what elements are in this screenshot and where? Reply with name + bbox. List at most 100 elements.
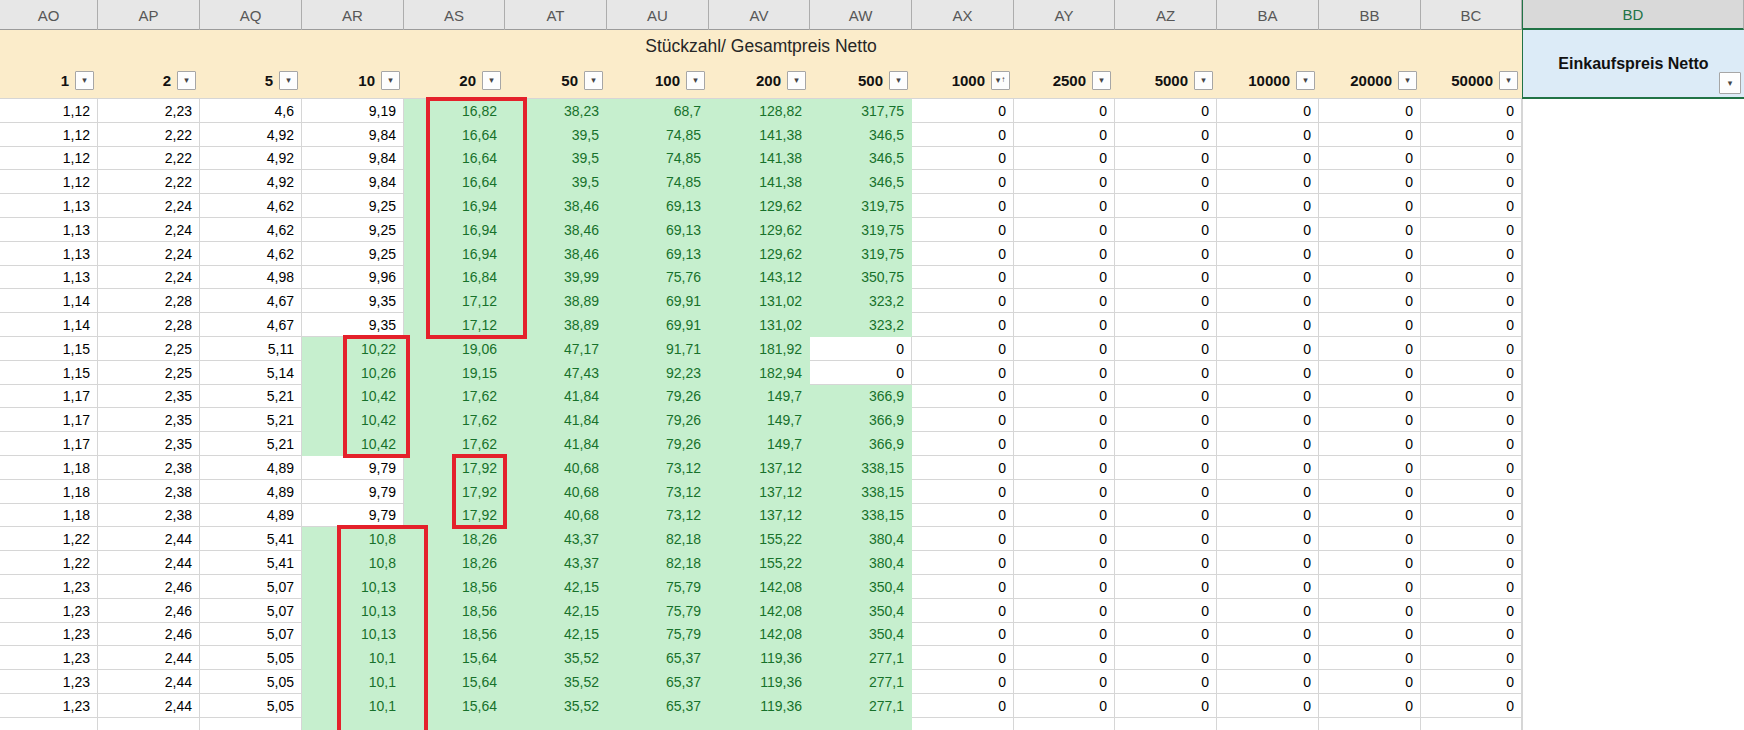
cell-AO-row19[interactable]: 1,22: [0, 527, 98, 551]
cell-AR-row13[interactable]: 10,42: [302, 385, 404, 408]
cell-BA-row23[interactable]: 0: [1217, 623, 1319, 646]
cell-AT-row3[interactable]: 39,5: [505, 147, 607, 170]
cell-AQ-row7[interactable]: 4,62: [200, 242, 302, 266]
cell-AT-row7[interactable]: 38,46: [505, 242, 607, 266]
cell-BA-row18[interactable]: 0: [1217, 504, 1319, 527]
cell-AZ-row14[interactable]: 0: [1115, 408, 1217, 432]
filter-dropdown-button-AP[interactable]: ▾: [177, 71, 196, 90]
cell-AR-row9[interactable]: 9,35: [302, 289, 404, 313]
cell-AU-row18[interactable]: 73,12: [607, 504, 709, 527]
cell-BC-row5[interactable]: 0: [1421, 194, 1522, 218]
cell-AT-row10[interactable]: 38,89: [505, 313, 607, 337]
cell-BC-row1[interactable]: 0: [1421, 99, 1522, 123]
cell-AT-row17[interactable]: 40,68: [505, 480, 607, 504]
cell-BC-row15[interactable]: 0: [1421, 432, 1522, 456]
cell-AR-row20[interactable]: 10,8: [302, 551, 404, 575]
cell-AZ-row3[interactable]: 0: [1115, 147, 1217, 170]
cell-BC-row19[interactable]: 0: [1421, 527, 1522, 551]
cell-AV-row24[interactable]: 119,36: [709, 646, 810, 670]
cell-AR-row19[interactable]: 10,8: [302, 527, 404, 551]
cell-AV-row19[interactable]: 155,22: [709, 527, 810, 551]
cell-AO-row26[interactable]: 1,23: [0, 694, 98, 718]
cell-BA-row2[interactable]: 0: [1217, 123, 1319, 147]
cell-AP-partial-row[interactable]: [98, 718, 200, 730]
filter-dropdown-button-BC[interactable]: ▾: [1499, 71, 1518, 90]
cell-AT-row16[interactable]: 40,68: [505, 456, 607, 480]
cell-AZ-row15[interactable]: 0: [1115, 432, 1217, 456]
cell-AY-row4[interactable]: 0: [1014, 170, 1115, 194]
cell-BA-row21[interactable]: 0: [1217, 575, 1319, 599]
cell-AY-row23[interactable]: 0: [1014, 623, 1115, 646]
cell-AZ-row12[interactable]: 0: [1115, 361, 1217, 385]
cell-AT-row24[interactable]: 35,52: [505, 646, 607, 670]
column-header-AY[interactable]: AY: [1014, 0, 1115, 30]
cell-AP-row17[interactable]: 2,38: [98, 480, 200, 504]
cell-AX-row3[interactable]: 0: [912, 147, 1014, 170]
cell-BB-partial-row[interactable]: [1319, 718, 1421, 730]
cell-BA-row5[interactable]: 0: [1217, 194, 1319, 218]
cell-BC-row3[interactable]: 0: [1421, 147, 1522, 170]
cell-AZ-row9[interactable]: 0: [1115, 289, 1217, 313]
cell-AS-row21[interactable]: 18,56: [404, 575, 505, 599]
cell-AP-row18[interactable]: 2,38: [98, 504, 200, 527]
cell-AS-row25[interactable]: 15,64: [404, 670, 505, 694]
cell-AX-row11[interactable]: 0: [912, 337, 1014, 361]
cell-AS-row13[interactable]: 17,62: [404, 385, 505, 408]
cell-AQ-row5[interactable]: 4,62: [200, 194, 302, 218]
cell-BA-row24[interactable]: 0: [1217, 646, 1319, 670]
cell-BA-row25[interactable]: 0: [1217, 670, 1319, 694]
cell-AU-row10[interactable]: 69,91: [607, 313, 709, 337]
cell-AW-row9[interactable]: 323,2: [810, 289, 912, 313]
cell-AX-row24[interactable]: 0: [912, 646, 1014, 670]
cell-AX-row26[interactable]: 0: [912, 694, 1014, 718]
cell-AV-row14[interactable]: 149,7: [709, 408, 810, 432]
cell-BC-row23[interactable]: 0: [1421, 623, 1522, 646]
cell-AQ-row20[interactable]: 5,41: [200, 551, 302, 575]
cell-BA-row13[interactable]: 0: [1217, 385, 1319, 408]
cell-AQ-row1[interactable]: 4,6: [200, 99, 302, 123]
cell-AO-row20[interactable]: 1,22: [0, 551, 98, 575]
cell-AZ-row1[interactable]: 0: [1115, 99, 1217, 123]
cell-AT-row6[interactable]: 38,46: [505, 218, 607, 242]
cell-AU-row1[interactable]: 68,7: [607, 99, 709, 123]
cell-AV-row1[interactable]: 128,82: [709, 99, 810, 123]
cell-AO-row16[interactable]: 1,18: [0, 456, 98, 480]
cell-AX-row22[interactable]: 0: [912, 599, 1014, 623]
cell-AY-row9[interactable]: 0: [1014, 289, 1115, 313]
cell-AQ-row16[interactable]: 4,89: [200, 456, 302, 480]
cell-AZ-row24[interactable]: 0: [1115, 646, 1217, 670]
cell-AV-row23[interactable]: 142,08: [709, 623, 810, 646]
cell-AW-row26[interactable]: 277,1: [810, 694, 912, 718]
column-header-AV[interactable]: AV: [709, 0, 810, 30]
cell-AW-row21[interactable]: 350,4: [810, 575, 912, 599]
cell-AT-row12[interactable]: 47,43: [505, 361, 607, 385]
cell-AZ-row18[interactable]: 0: [1115, 504, 1217, 527]
cell-AZ-row21[interactable]: 0: [1115, 575, 1217, 599]
cell-AU-partial-row[interactable]: [607, 718, 709, 730]
filter-dropdown-button-AX[interactable]: ▾↑: [991, 71, 1010, 90]
filter-cell-BB[interactable]: 20000▾: [1319, 62, 1421, 99]
cell-BB-row17[interactable]: 0: [1319, 480, 1421, 504]
cell-AO-row7[interactable]: 1,13: [0, 242, 98, 266]
column-header-AP[interactable]: AP: [98, 0, 200, 30]
cell-AW-row5[interactable]: 319,75: [810, 194, 912, 218]
cell-AP-row22[interactable]: 2,46: [98, 599, 200, 623]
filter-cell-AP[interactable]: 2▾: [98, 62, 200, 99]
cell-AY-row25[interactable]: 0: [1014, 670, 1115, 694]
cell-AO-row4[interactable]: 1,12: [0, 170, 98, 194]
cell-AW-row6[interactable]: 319,75: [810, 218, 912, 242]
cell-AS-row12[interactable]: 19,15: [404, 361, 505, 385]
cell-AP-row9[interactable]: 2,28: [98, 289, 200, 313]
cell-AT-row1[interactable]: 38,23: [505, 99, 607, 123]
cell-BB-row13[interactable]: 0: [1319, 385, 1421, 408]
cell-AY-row13[interactable]: 0: [1014, 385, 1115, 408]
cell-BA-row12[interactable]: 0: [1217, 361, 1319, 385]
cell-AT-row4[interactable]: 39,5: [505, 170, 607, 194]
cell-AY-row3[interactable]: 0: [1014, 147, 1115, 170]
cell-AQ-row10[interactable]: 4,67: [200, 313, 302, 337]
cell-AO-row8[interactable]: 1,13: [0, 266, 98, 289]
cell-BC-row6[interactable]: 0: [1421, 218, 1522, 242]
cell-AU-row9[interactable]: 69,91: [607, 289, 709, 313]
cell-AO-row12[interactable]: 1,15: [0, 361, 98, 385]
cell-AO-row21[interactable]: 1,23: [0, 575, 98, 599]
